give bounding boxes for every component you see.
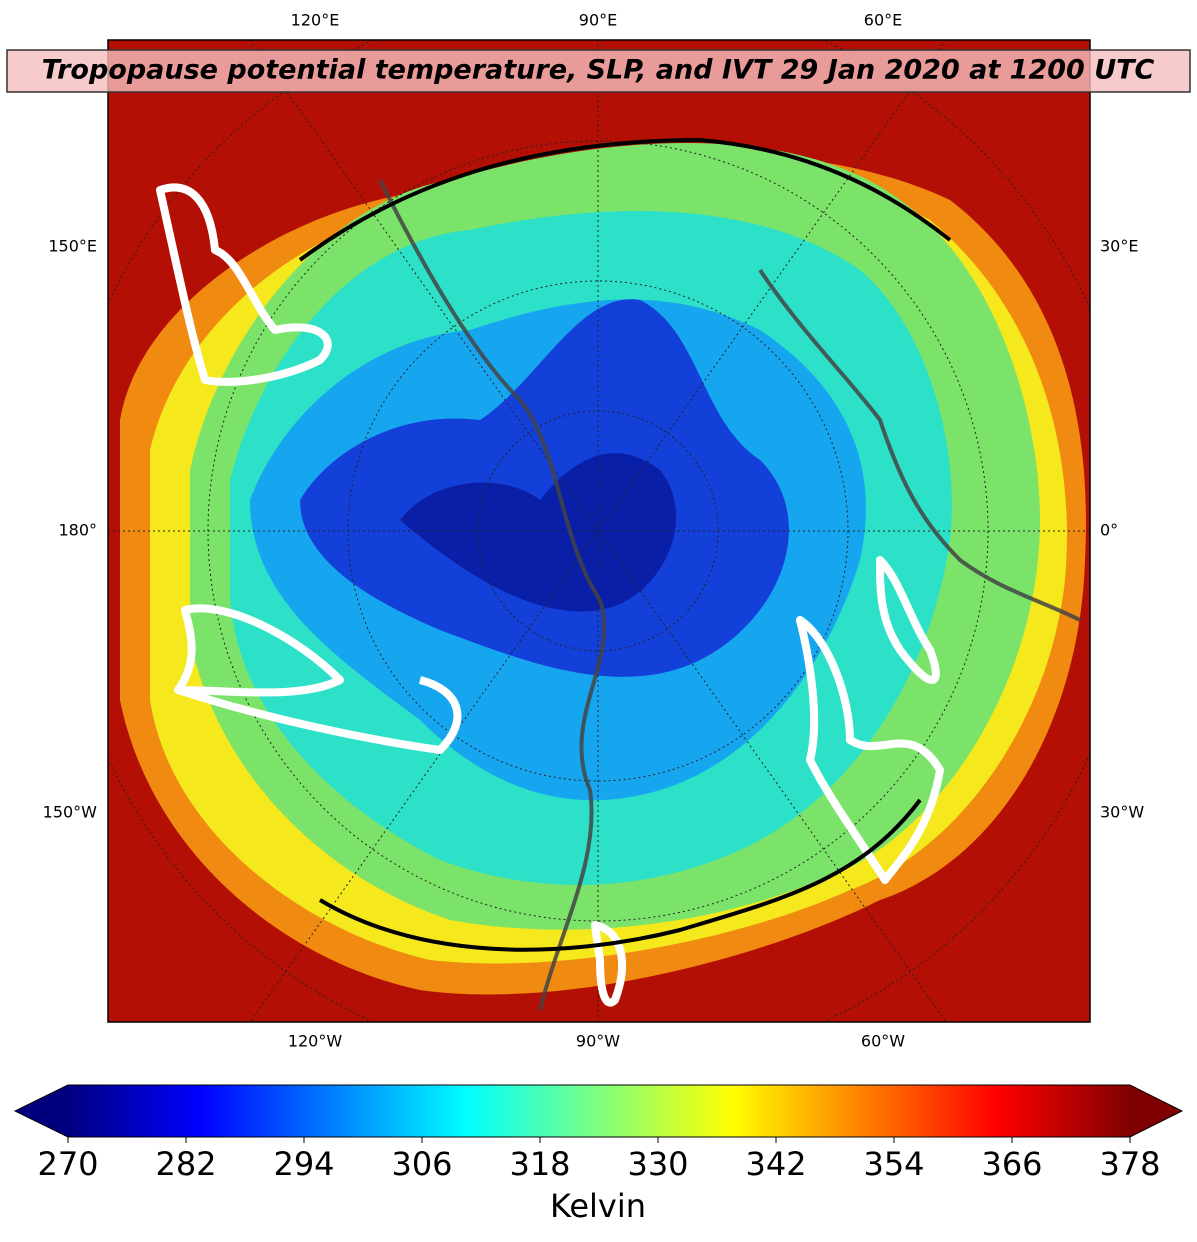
colorbar-body [68, 1085, 1130, 1137]
map-frame [107, 39, 1091, 1023]
lon-label: 90°E [579, 11, 617, 30]
title: Tropopause potential temperature, SLP, a… [42, 55, 1155, 86]
colorbar-extend-high [1130, 1085, 1182, 1137]
title-box [6, 49, 1191, 93]
colorbar-tick-label: 318 [509, 1145, 570, 1183]
lat-label: 150°W [43, 803, 98, 822]
lat-label: 180° [58, 521, 97, 540]
map [108, 40, 1090, 1022]
lon-label: 90°W [576, 1032, 620, 1051]
lon-label: 60°W [861, 1032, 905, 1051]
colorbar-tick-label: 306 [391, 1145, 452, 1183]
colorbar-tick-label: 354 [863, 1145, 924, 1183]
colorbar-tick-label: 282 [155, 1145, 216, 1183]
colorbar-tick-label: 330 [627, 1145, 688, 1183]
colorbar-tick-label: 378 [1099, 1145, 1160, 1183]
colorbar-label: Kelvin [550, 1187, 646, 1225]
colorbar: 270 282 294 306 318 330 342 354 366 378 [13, 1084, 1184, 1183]
graticule-labels: 120°E 90°E 60°E 120°W 90°W 60°W 150°E 180° 150°W… [43, 11, 1145, 1051]
colorbar-tick-label: 294 [273, 1145, 334, 1183]
lat-label: 150°E [48, 237, 97, 256]
lat-label: 0° [1100, 521, 1118, 540]
colorbar-tick-label: 366 [981, 1145, 1042, 1183]
lat-label: 30°W [1100, 803, 1144, 822]
lat-label: 30°E [1100, 237, 1138, 256]
colorbar-extend-low [15, 1085, 68, 1137]
colorbar-tick-label: 342 [745, 1145, 806, 1183]
lon-label: 60°E [864, 11, 902, 30]
colorbar-tick-label: 270 [37, 1145, 98, 1183]
lon-label: 120°E [291, 11, 340, 30]
lon-label: 120°W [288, 1032, 343, 1051]
